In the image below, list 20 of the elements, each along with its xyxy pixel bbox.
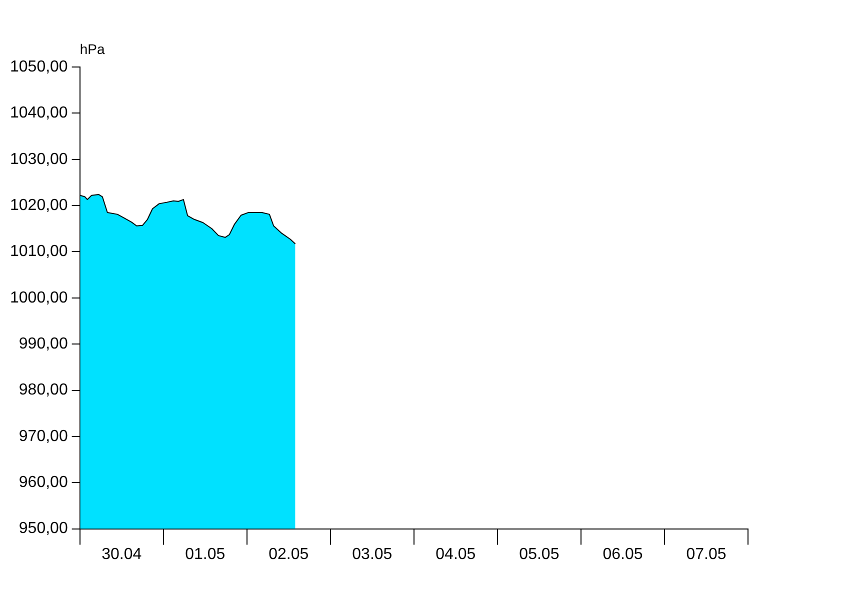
y-tick-label: 1000,00 <box>10 289 68 306</box>
x-tick-label: 07.05 <box>686 546 726 563</box>
y-tick-label: 1050,00 <box>10 58 68 76</box>
y-tick-label: 1010,00 <box>10 243 68 260</box>
y-tick-label: 1020,00 <box>10 196 68 214</box>
x-tick-label: 06.05 <box>602 546 643 563</box>
y-tick-label: 980,00 <box>18 382 68 399</box>
y-axis-title: hPa <box>80 40 105 57</box>
y-tick-label: 1030,00 <box>10 150 68 168</box>
x-tick-label: 05.05 <box>519 546 560 563</box>
x-tick-label: 03.05 <box>352 546 392 563</box>
y-tick-label: 950,00 <box>18 520 68 538</box>
y-tick-label: 990,00 <box>18 335 68 352</box>
y-tick-label: 960,00 <box>18 474 68 492</box>
x-tick-label: 30.04 <box>102 546 142 563</box>
x-tick-label: 04.05 <box>436 546 476 563</box>
x-tick-label: 02.05 <box>268 546 309 563</box>
y-tick-label: 1040,00 <box>10 104 68 122</box>
y-tick-label: 970,00 <box>18 428 68 445</box>
x-tick-label: 01.05 <box>185 546 226 563</box>
